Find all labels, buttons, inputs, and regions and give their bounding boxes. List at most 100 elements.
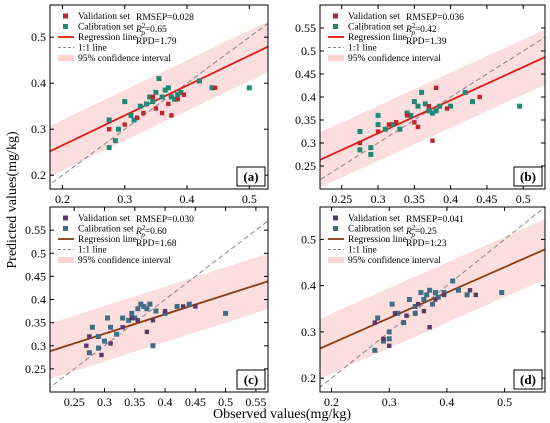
regression-line — [50, 45, 268, 153]
y-tick-label: 0.35 — [25, 316, 46, 330]
rmsep-stat: RMSEP=0.030 — [136, 215, 194, 225]
rpd-stat: RPD=1.79 — [136, 37, 177, 47]
calibration-point — [455, 287, 461, 293]
rpd-stat: RPD=1.68 — [136, 239, 177, 249]
x-tick-label: 0.45 — [476, 192, 497, 206]
calibration-point — [162, 310, 168, 316]
validation-point — [129, 315, 134, 321]
calibration-point — [404, 110, 410, 116]
calibration-point — [114, 331, 120, 337]
calibration-point — [441, 290, 447, 296]
x-tick-label: 0.4 — [158, 395, 173, 409]
calibration-point — [469, 99, 475, 105]
legend-label: Calibration set — [348, 23, 404, 33]
calibration-point — [386, 336, 392, 342]
calibration-point — [131, 117, 137, 123]
shared-x-axis-label: Observed values(mg/kg) — [213, 407, 351, 422]
calibration-point — [395, 310, 401, 316]
calibration-point — [406, 297, 412, 302]
legend-label: Regression line — [348, 33, 407, 43]
calibration-point — [368, 152, 374, 157]
x-tick-label: 0.3 — [371, 192, 386, 206]
x-tick-label: 0.45 — [185, 395, 206, 409]
calibration-point — [156, 76, 162, 82]
calibration-point — [415, 103, 421, 109]
panel-label: (b) — [520, 169, 536, 184]
calibration-point — [95, 334, 101, 339]
validation-point — [120, 325, 125, 330]
calibration-point — [153, 89, 159, 95]
rmsep-stat: RMSEP=0.036 — [406, 13, 464, 23]
calibration-point — [128, 112, 134, 118]
calibration-point — [137, 103, 143, 109]
calibration-point — [186, 301, 192, 307]
legend-label: Calibration set — [348, 225, 404, 235]
validation-point — [394, 120, 399, 125]
legend-swatch-validation — [333, 215, 338, 221]
panel-label-box — [513, 369, 543, 390]
x-tick-label: 0.5 — [218, 395, 233, 409]
panel-label: (c) — [244, 372, 258, 387]
validation-point — [415, 301, 421, 307]
panel-a: 0.2 0.3 0.4 0.5 0.2 0.3 0.4 0.5 Validation setCa… — [31, 4, 269, 206]
legend-swatch-calibration — [63, 226, 68, 231]
validation-point — [141, 110, 146, 116]
calibration-point — [435, 294, 441, 300]
y-tick-label: 0.55 — [295, 21, 316, 35]
rmsep-stat: RMSEP=0.028 — [136, 13, 194, 23]
rmsep-stat: RMSEP=0.041 — [406, 215, 464, 225]
rpd-stat: RPD=1.23 — [406, 239, 447, 249]
legend-label: Validation set — [348, 214, 400, 224]
calibration-point — [165, 85, 171, 91]
calibration-point — [153, 308, 159, 314]
panel-b: 0.25 0.3 0.35 0.4 0.45 0.5 0.25 0.3 0.35 0.4 0.45 0… — [295, 4, 546, 206]
panel-c: 0.25 0.3 0.35 0.4 0.45 0.5 0.55 0.25 0.3 0.35 0.4 0… — [25, 206, 269, 409]
y-tick-label: 0.3 — [301, 136, 316, 150]
legend-label: Regression line — [348, 235, 407, 245]
validation-point — [433, 297, 438, 302]
panel-d: 0.2 0.3 0.4 0.5 0.2 0.3 0.4 0.5 Validation setCa… — [301, 206, 546, 409]
calibration-point — [209, 85, 215, 91]
calibration-point — [144, 306, 150, 312]
calibration-point — [372, 347, 378, 353]
calibration-point — [106, 117, 112, 123]
x-tick-label: 0.3 — [117, 192, 132, 206]
legend-label: Calibration set — [78, 23, 134, 33]
legend-label: 1:1 line — [78, 246, 107, 256]
panel-label-box — [236, 166, 266, 187]
legend-swatch-band — [58, 257, 74, 263]
calibration-point — [120, 315, 126, 321]
calibration-point — [386, 329, 392, 335]
rpd-stat: RPD=1.39 — [406, 37, 447, 47]
one-to-one-line — [320, 36, 545, 181]
validation-point — [87, 334, 92, 339]
legend-label: 95% confidence interval — [78, 255, 171, 266]
calibration-point — [357, 129, 363, 134]
validation-point — [169, 113, 174, 118]
calibration-point — [437, 103, 443, 109]
calibration-point — [357, 147, 363, 153]
calibration-point — [412, 303, 418, 309]
calibration-point — [126, 317, 132, 323]
validation-point — [166, 101, 171, 107]
r2-stat: R2 p=0.65 — [135, 22, 167, 37]
calibration-point — [424, 292, 430, 298]
x-tick-label: 0.4 — [439, 395, 454, 409]
calibration-point — [448, 103, 454, 109]
panel-label-box — [513, 166, 543, 187]
calibration-point — [462, 89, 468, 95]
validation-point — [386, 122, 392, 127]
r2-stat: R2 p=0.60 — [135, 224, 167, 239]
validation-point — [375, 129, 381, 134]
validation-point — [404, 313, 409, 318]
y-tick-label: 0.25 — [25, 362, 46, 376]
calibration-point — [223, 310, 229, 316]
legend-swatch-band — [328, 257, 344, 263]
validation-point — [392, 311, 398, 316]
calibration-point — [382, 126, 388, 132]
validation-point — [473, 292, 478, 298]
calibration-point — [144, 101, 150, 107]
validation-point — [193, 304, 198, 309]
